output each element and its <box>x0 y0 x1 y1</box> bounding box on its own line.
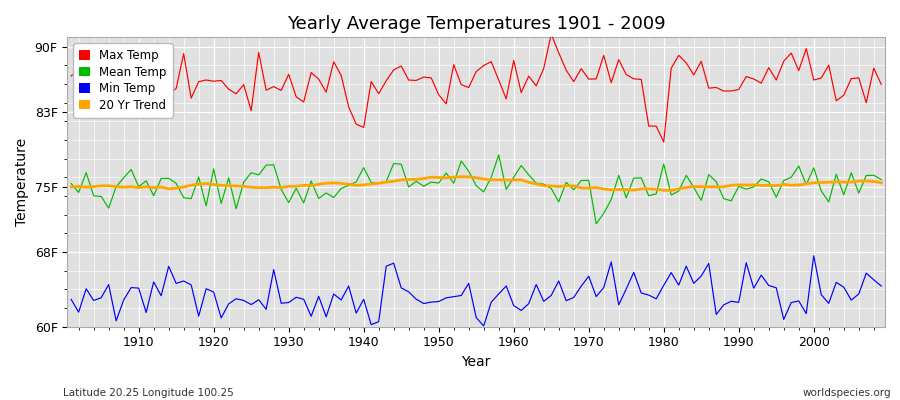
Title: Yearly Average Temperatures 1901 - 2009: Yearly Average Temperatures 1901 - 2009 <box>287 15 665 33</box>
Text: Latitude 20.25 Longitude 100.25: Latitude 20.25 Longitude 100.25 <box>63 388 234 398</box>
Y-axis label: Temperature: Temperature <box>15 138 29 226</box>
Legend: Max Temp, Mean Temp, Min Temp, 20 Yr Trend: Max Temp, Mean Temp, Min Temp, 20 Yr Tre… <box>73 43 173 118</box>
X-axis label: Year: Year <box>462 355 490 369</box>
Text: worldspecies.org: worldspecies.org <box>803 388 891 398</box>
